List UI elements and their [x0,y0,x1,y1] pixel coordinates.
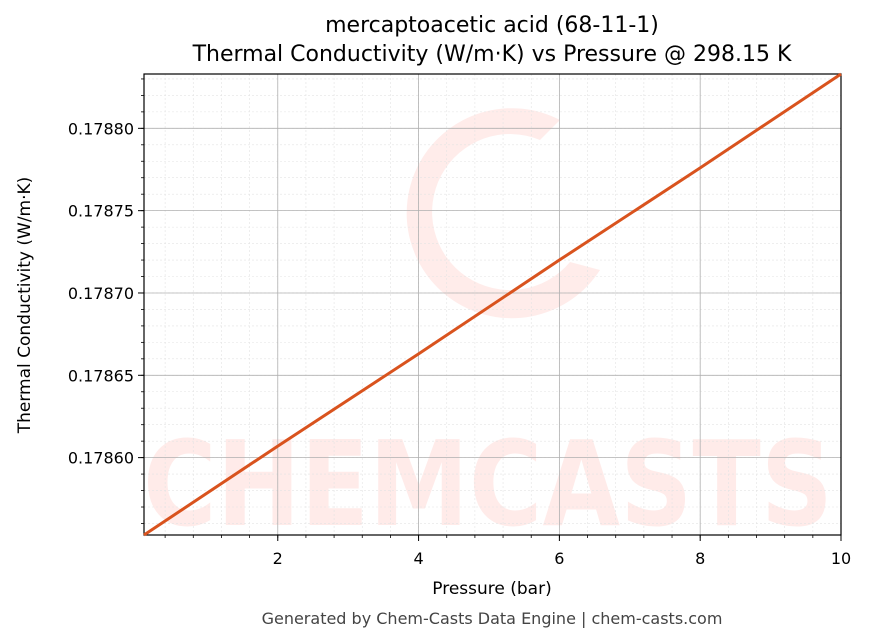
watermark: CHEMCASTS [143,108,833,553]
x-tick-label: 6 [554,549,564,568]
watermark-text: CHEMCASTS [143,415,833,553]
y-tick-label: 0.17870 [68,284,134,303]
x-tick-label: 2 [273,549,283,568]
y-tick-label: 0.17860 [68,449,134,468]
x-tick-label: 10 [831,549,851,568]
x-tick-labels: 2 4 6 8 10 [273,549,852,568]
chart-title: mercaptoacetic acid (68-11-1) [325,13,659,38]
y-tick-label: 0.17865 [68,366,134,385]
y-tick-label: 0.17875 [68,202,134,221]
major-grid [144,74,842,535]
x-tick-label: 4 [413,549,423,568]
axis-ticks [138,78,842,541]
y-tick-label: 0.17880 [68,119,134,138]
x-axis-label: Pressure (bar) [432,579,551,599]
plot-frame [143,73,842,536]
chart-subtitle: Thermal Conductivity (W/m·K) vs Pressure… [192,42,792,67]
series-line [143,72,842,537]
footer-credit: Generated by Chem-Casts Data Engine | ch… [262,609,723,628]
y-tick-labels: 0.17860 0.17865 0.17870 0.17875 0.17880 [68,119,134,467]
y-axis-label: Thermal Conductivity (W/m·K) [15,177,35,435]
series-layer [143,72,842,537]
x-tick-label: 8 [695,549,705,568]
